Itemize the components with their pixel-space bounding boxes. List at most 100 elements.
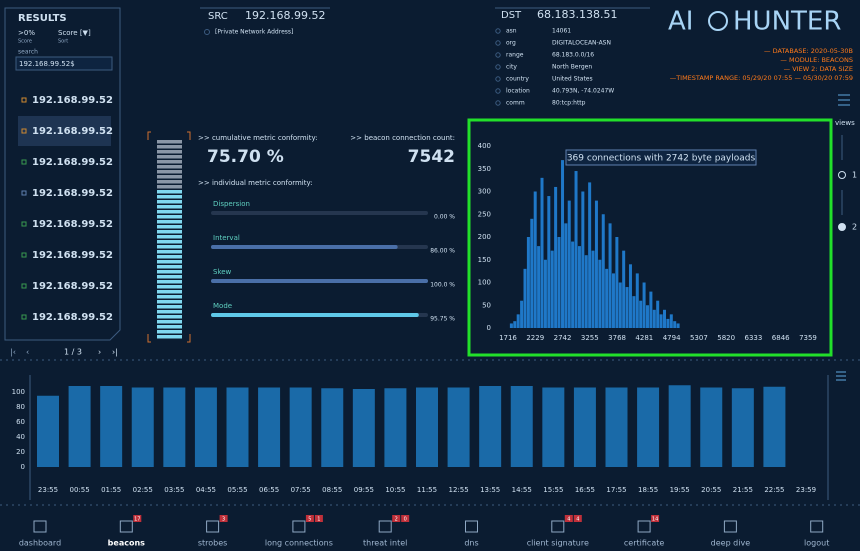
view-label: 1 [852,171,857,180]
gauge-segment [157,315,182,319]
result-ip[interactable]: 192.168.99.52 [32,157,113,168]
metric-bar [211,245,398,249]
results-title: RESULTS [18,13,67,24]
badge-text: 1 [317,517,320,523]
field-value: 14061 [552,28,571,35]
nav-label[interactable]: beacons [108,539,145,548]
x-tick-label: 23:59 [796,486,816,494]
pager-last[interactable]: ›| [112,348,118,357]
x-tick-label: 6333 [745,334,763,342]
result-ip[interactable]: 192.168.99.52 [32,281,113,292]
cumulative-label: >> cumulative metric conformity: [198,134,317,142]
result-ip[interactable]: 192.168.99.52 [32,312,113,323]
nav-icon[interactable] [206,520,220,533]
x-tick-label: 18:55 [638,486,658,494]
nav-icon[interactable] [292,520,306,533]
bar [131,387,154,467]
bar [557,237,561,328]
pager-prev[interactable]: ‹ [26,348,29,357]
view-option[interactable] [838,171,846,179]
gauge-segment [157,240,182,244]
nav-label[interactable]: long connections [265,539,333,548]
nav-icon[interactable] [723,520,737,533]
result-ip[interactable]: 192.168.99.52 [32,126,113,137]
gauge-segment [157,145,182,149]
x-tick-label: 06:55 [259,486,279,494]
y-tick-label: 20 [16,448,25,456]
result-ip[interactable]: 192.168.99.52 [32,188,113,199]
y-tick-label: 200 [478,233,491,241]
gauge-segment [157,170,182,174]
result-ip[interactable]: 192.168.99.52 [32,250,113,261]
nav-icon[interactable] [637,520,651,533]
nav-label[interactable]: dashboard [19,539,61,548]
view-option[interactable] [838,223,846,231]
search-label: search [18,49,38,56]
badge [392,515,401,522]
nav-icon[interactable] [119,520,133,533]
bar [598,259,602,328]
bar [700,387,723,467]
y-tick-label: 0 [487,324,491,332]
badge-text: 3 [222,517,225,523]
nav-icon[interactable] [33,520,47,533]
bar [547,196,551,328]
badge-text: 4 [576,517,579,523]
nav-label[interactable]: strobes [198,539,227,548]
bar [384,388,407,467]
x-tick-label: 14:55 [512,486,532,494]
filter[interactable]: >0% [18,29,35,37]
filter-label: Score [18,39,32,45]
gauge-segment [157,140,182,144]
info-line: — MODULE: BEACONS [780,56,853,64]
result-ip[interactable]: 192.168.99.52 [32,219,113,230]
bar [608,223,612,328]
info-line: — DATABASE: 2020-05-30B [764,47,853,55]
gauge-segment [157,300,182,304]
bar [601,214,605,328]
pager-first[interactable]: |‹ [10,348,16,357]
highlight [467,118,833,357]
search-input[interactable]: 192.168.99.52$ [19,60,75,68]
nav-label[interactable]: dns [464,539,478,548]
bar [618,282,622,328]
bar [642,282,646,328]
y-tick-label: 300 [478,188,491,196]
bar [520,300,524,328]
row-marker [21,159,27,165]
nav-label[interactable]: certificate [624,539,664,548]
bar [662,309,666,328]
nav-icon[interactable] [810,520,824,533]
nav-label[interactable]: deep dive [711,539,751,548]
bar [258,387,281,467]
nav-icon[interactable] [465,520,478,533]
gauge-segment [157,260,182,264]
row-marker [21,128,27,134]
x-tick-label: 4794 [663,334,681,342]
sort[interactable]: Score [▼] [58,29,91,37]
search-box[interactable] [15,56,113,71]
y-tick-label: 50 [482,301,491,309]
gauge-segment [157,200,182,204]
field-key: comm [506,100,525,107]
gauge-segment [157,270,182,274]
bar [656,300,660,328]
nav-label[interactable]: threat intel [363,539,407,548]
result-ip[interactable]: 192.168.99.52 [32,95,113,106]
pager-next[interactable]: › [98,348,101,357]
bar [530,218,534,328]
metric-name: Interval [213,234,240,242]
x-tick-label: 15:55 [543,486,563,494]
nav-icon[interactable] [378,520,392,533]
x-tick-label: 7359 [799,334,817,342]
row-marker [21,252,27,258]
field-key: city [506,64,517,71]
nav-icon[interactable] [551,520,565,533]
bar [68,386,91,467]
badge-text: 17 [134,517,140,523]
gauge-segment [157,190,182,194]
nav-label[interactable]: client signature [527,539,589,548]
field-key: country [506,76,529,83]
nav-label[interactable]: logout [804,539,829,548]
metric-bar [211,313,419,317]
